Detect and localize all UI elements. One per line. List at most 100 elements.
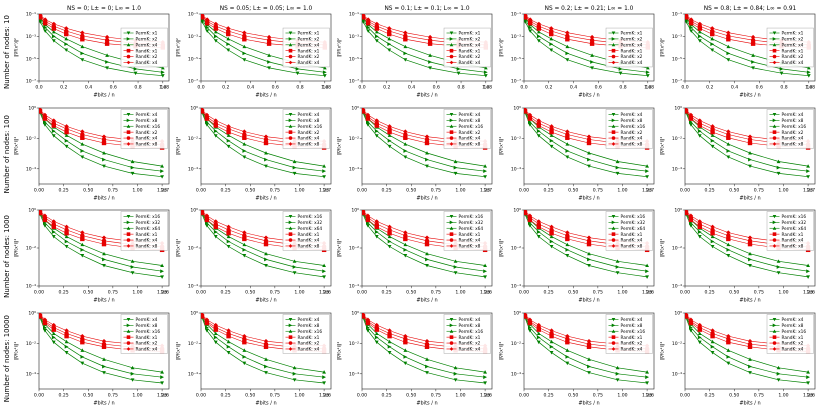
row-label-nodes: Number of nodes: 100 [0,104,13,205]
x-axis-label: #bits / n [740,400,761,406]
y-tick-label: 10⁻⁵ [349,56,359,62]
legend-entry-label: RandK: x4 [136,60,158,66]
y-axis-label: ‖∇f(xᵏ)‖² [14,238,20,257]
subplot-r4c3: 10⁰ 10⁻² 10⁻⁴ ‖∇f(xᵏ)‖² 0.00 0.25 0.50 0.75 1.00… [336,309,496,410]
legend-entry-label: PermK: x4 [620,42,642,48]
series-permk-x4 [362,315,488,385]
x-tick-label: 0.75 [593,187,603,193]
x-axis-scale-offset: 1e7 [484,187,493,193]
legend-entry-label: PermK: x1 [782,31,804,37]
y-tick-label: 10⁻⁴ [187,284,197,290]
x-tick-label: 0.00 [519,187,529,193]
y-tick-label: 10⁻⁴ [349,166,359,172]
legend-entry-label: RandK: x2 [620,54,642,60]
x-axis-scale-offset: 1e8 [484,85,493,91]
y-tick-label: 10⁰ [352,105,360,111]
legend-entry-label: PermK: x32 [297,220,322,226]
x-axis-scale-offset: 1e6 [322,290,331,296]
x-axis-label: #bits / n [578,195,599,201]
legend-entry-label: RandK: x4 [136,346,158,352]
series-permk-x4 [362,110,488,179]
x-tick-label: 0.50 [406,392,416,398]
y-tick-label: 10⁻⁴ [511,371,521,377]
x-axis-label: #bits / n [417,195,438,201]
x-tick-label: 0.0 [520,85,527,91]
legend-entry-label: PermK: x32 [459,220,484,226]
legend-entry-label: RandK: x8 [297,141,319,147]
subplot-title: NS = 0; L± = 0; L∞ ≃ 1.0 [67,6,141,12]
x-tick-label: 0.00 [195,187,205,193]
x-tick-label: 0.8 [134,85,141,91]
x-tick-label: 0.6 [433,85,440,91]
subplot-title: NS = 0.8; L± ≃ 0.84; L∞ ≃ 0.91 [704,6,797,12]
legend-entry-label: PermK: x8 [459,117,481,123]
legend-entry-label: PermK: x4 [459,317,481,323]
legend-entry-label: RandK: x1 [136,232,158,238]
legend-entry-label: RandK: x2 [136,129,158,135]
y-tick-label: 10⁻² [26,246,36,252]
x-axis-scale-offset: 1e7 [322,187,331,193]
x-tick-label: 0.25 [382,392,392,398]
subplot-r4c4: 10⁰ 10⁻² 10⁻⁴ ‖∇f(xᵏ)‖² 0.00 0.25 0.50 0.75 1.00… [498,309,658,410]
y-tick-label: 10⁰ [28,105,36,111]
x-axis-scale-offset: 1e8 [322,85,331,91]
y-axis-label: ‖∇f(xᵏ)‖² [660,238,666,257]
legend-entry-label: RandK: x1 [782,48,804,54]
legend-entry-label: RandK: x2 [297,340,319,346]
y-tick-label: 10⁻⁴ [511,284,521,290]
x-tick-label: 0.75 [269,187,279,193]
legend-entry-label: PermK: x8 [620,322,642,328]
legend-entry-label: PermK: x16 [459,214,484,220]
legend-entry-label: RandK: x8 [459,244,481,250]
series-permk-x32 [39,211,165,274]
y-tick-label: 10⁻⁷ [511,79,521,85]
x-tick-label: 0.00 [680,290,690,296]
legend-entry-label: RandK: x4 [459,346,481,352]
y-tick-label: 10⁻⁴ [672,284,682,290]
x-axis-scale-offset: 1e6 [645,392,654,398]
legend-entry-label: PermK: x1 [136,31,158,37]
x-axis-label: #bits / n [417,298,438,304]
series-permk-x4 [685,315,811,385]
legend-entry-label: PermK: x8 [782,117,804,123]
y-tick-label: 10⁻² [187,246,197,252]
x-tick-label: 0.50 [83,392,93,398]
legend-entry-label: PermK: x4 [136,112,158,118]
x-tick-label: 1.25 [319,290,329,296]
y-tick-label: 10⁻⁴ [511,166,521,172]
x-tick-label: 0.00 [680,392,690,398]
legend-entry-label: PermK: x64 [297,226,322,232]
legend-entry-label: PermK: x32 [620,220,645,226]
x-tick-label: 0.2 [706,85,713,91]
y-axis-label: ‖∇f(xᵏ)‖² [175,341,181,360]
x-axis-label: #bits / n [93,195,114,201]
plot-frame [200,13,331,82]
x-tick-label: 1.0 [644,85,651,91]
legend-entry-label: PermK: x2 [459,37,481,43]
subplot-r4c2: 10⁰ 10⁻² 10⁻⁴ ‖∇f(xᵏ)‖² 0.00 0.25 0.50 0.75 1.00… [175,309,335,410]
y-tick-label: 10⁻² [349,136,359,142]
y-tick-label: 10⁰ [190,310,198,316]
x-tick-label: 1.25 [642,290,652,296]
x-tick-label: 0.2 [383,85,390,91]
x-axis-scale-offset: 1e6 [160,392,169,398]
legend-entry-label: RandK: x4 [620,135,642,141]
legend-entry-label: RandK: x4 [136,238,158,244]
x-tick-label: 1.0 [159,85,166,91]
x-axis-scale-offset: 1e6 [484,290,493,296]
x-tick-label: 1.25 [157,392,167,398]
row-label-text: Number of nodes: 10 [2,14,11,89]
y-axis-label: ‖∇f(xᵏ)‖² [660,136,666,155]
y-tick-label: 10⁰ [352,208,360,214]
plot-frame [38,13,170,82]
x-axis-scale-offset: 1e8 [807,85,816,91]
legend-entry-label: PermK: x4 [459,42,481,48]
y-tick-label: 10⁻² [187,136,197,142]
legend-entry-label: PermK: x16 [136,214,161,220]
x-tick-label: 0.75 [754,392,764,398]
x-tick-label: 1.25 [803,392,813,398]
